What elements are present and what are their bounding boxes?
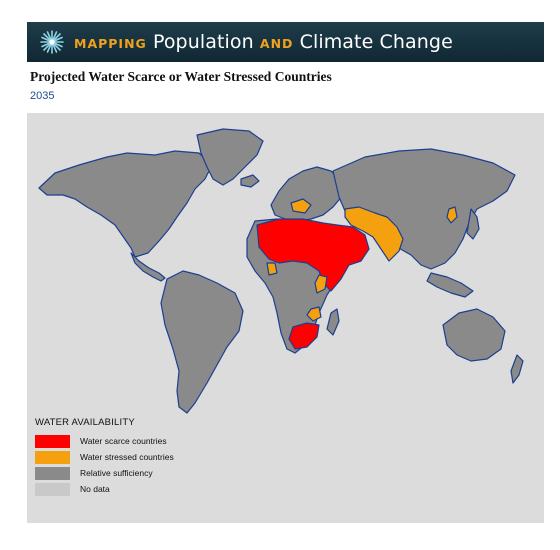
legend-label-scarce: Water scarce countries [80,436,167,446]
compass-star-icon [40,30,64,54]
legend-label-sufficiency: Relative sufficiency [80,468,153,478]
header-title-population: Population [152,31,254,53]
region-water-stressed-korea [446,206,458,224]
legend-item-scarce: Water scarce countries [35,433,174,449]
region-north-america [38,150,213,258]
world-map [38,128,524,414]
region-water-stressed-southern-africa [306,306,322,322]
header-title-and: AND [259,36,294,51]
region-new-zealand [510,354,524,384]
region-europe [270,166,344,222]
legend-label-stressed: Water stressed countries [80,452,174,462]
region-water-scarce-north-africa-middle-east [256,218,370,292]
map-title: Projected Water Scarce or Water Stressed… [30,69,332,84]
header-title-mapping: MAPPING [74,36,147,51]
region-japan [466,208,480,240]
region-central-america [130,252,166,282]
legend-label-no-data: No data [80,484,110,494]
region-greenland [196,128,264,186]
region-south-america [160,270,244,414]
region-water-scarce-southern-africa [288,322,320,350]
legend-title: WATER AVAILABILITY [35,417,135,428]
region-southeast-asia [426,272,474,298]
region-water-stressed-central-asia-india [344,206,404,262]
region-iceland [240,174,260,188]
region-water-stressed-east-africa [314,274,328,294]
legend: WATER AVAILABILITY Water scarce countrie… [35,417,174,497]
region-australia [442,308,506,362]
region-water-stressed-west-africa [266,262,278,276]
legend-swatch-stressed [35,450,70,464]
map-year: 2035 [30,90,55,102]
map-panel: WATER AVAILABILITY Water scarce countrie… [27,113,544,523]
legend-item-sufficiency: Relative sufficiency [35,465,174,481]
region-water-stressed-europe [290,198,312,214]
region-madagascar [326,308,340,336]
header-title-climate: Climate Change [299,31,453,53]
legend-swatch-scarce [35,434,70,448]
legend-item-no-data: No data [35,481,174,497]
legend-swatch-sufficiency [35,466,70,480]
header-banner: MAPPING Population AND Climate Change [27,22,544,62]
legend-item-stressed: Water stressed countries [35,449,174,465]
header-title: MAPPING Population AND Climate Change [74,31,453,53]
legend-swatch-no-data [35,482,70,496]
